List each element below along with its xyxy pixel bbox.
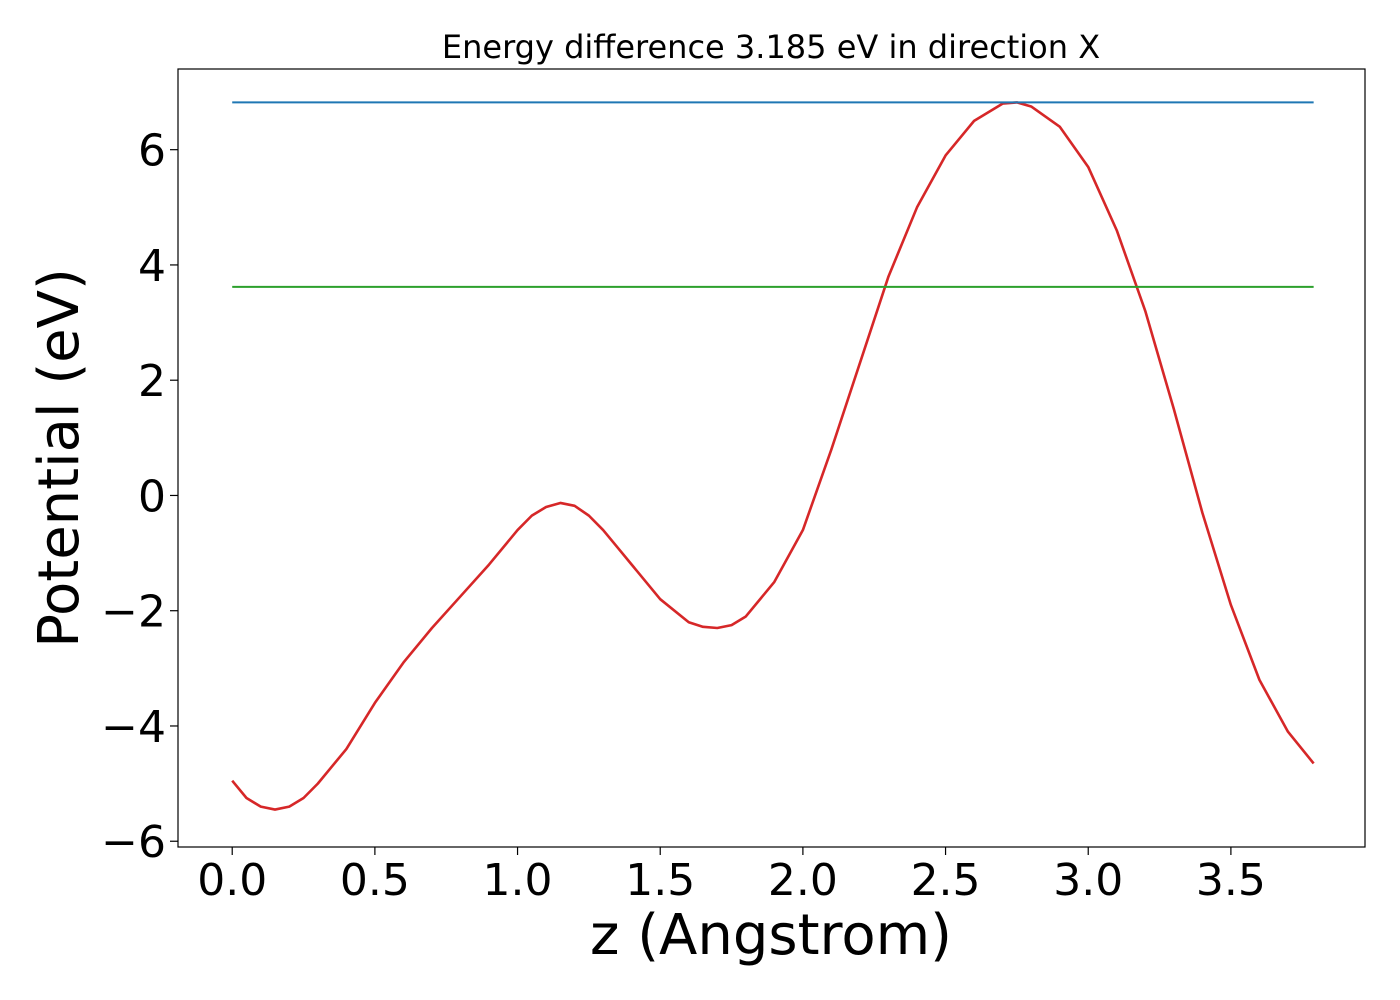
y-tick-label: 0 [138, 471, 166, 522]
x-axis-label: z (Angstrom) [590, 903, 952, 968]
y-axis: −6 −4 −2 0 2 4 6 [101, 126, 178, 868]
y-tick-label: 4 [138, 241, 166, 292]
x-tick-label: 1.0 [483, 855, 553, 906]
x-tick-label: 3.5 [1196, 855, 1266, 906]
y-tick-label: −6 [101, 817, 166, 868]
x-tick-label: 2.5 [911, 855, 981, 906]
axes-frame [177, 68, 1366, 848]
x-tick-label: 3.0 [1053, 855, 1123, 906]
y-tick-label: −2 [101, 587, 166, 638]
chart-title: Energy difference 3.185 eV in direction … [442, 28, 1100, 66]
y-tick-label: 6 [138, 126, 166, 177]
x-tick-label: 0.5 [340, 855, 410, 906]
x-tick-label: 1.5 [625, 855, 695, 906]
series-line-potential [231, 101, 1315, 811]
x-tick-label: 0.0 [197, 855, 267, 906]
x-tick-label: 2.0 [768, 855, 838, 906]
x-axis: 0.0 0.5 1.0 1.5 2.0 2.5 3.0 3.5 [197, 847, 1266, 906]
y-tick-label: −4 [101, 702, 166, 753]
y-axis-label: Potential (eV) [27, 268, 92, 648]
y-tick-label: 2 [138, 356, 166, 407]
plot-area [231, 101, 1315, 811]
